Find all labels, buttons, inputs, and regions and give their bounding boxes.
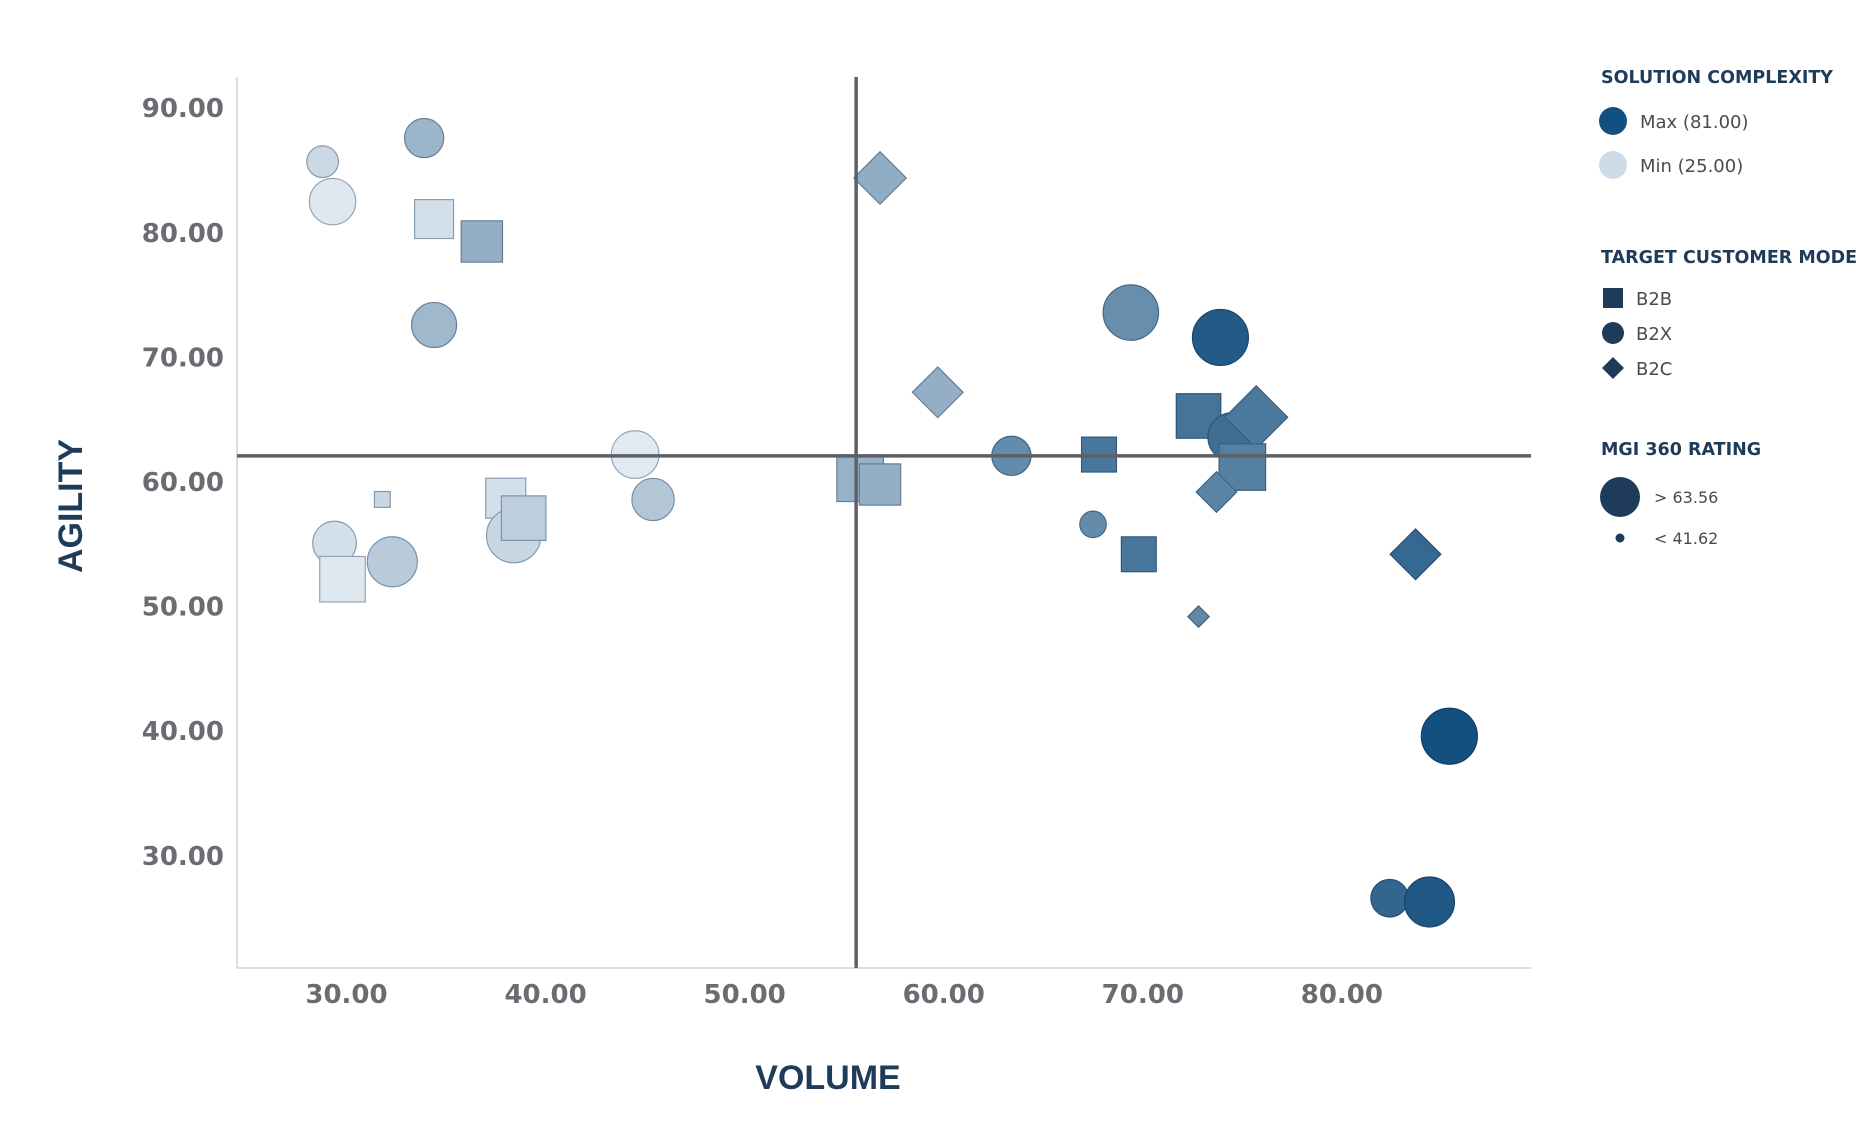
y-tick-label: 80.00 [142,219,224,249]
data-point-square [414,199,455,240]
data-point-square [858,463,902,506]
data-point-circle [410,301,458,349]
x-tick-label: 70.00 [1102,980,1184,1010]
data-point-circle [1102,284,1160,341]
y-tick-label: 40.00 [142,717,224,747]
legend-shape-b2b-label: B2B [1636,289,1672,310]
y-axis-ticks: 30.00 40.00 50.00 60.00 70.00 80.00 90.00 [142,94,224,872]
data-point-diamond [1195,470,1238,514]
x-tick-label: 60.00 [903,980,985,1010]
data-point-diamond [911,366,964,419]
legend-complexity-min-swatch [1599,151,1627,179]
data-point-circle [1420,707,1478,765]
data-point-square [319,555,366,603]
legend-shape-title: TARGET CUSTOMER MODEL [1601,248,1856,268]
legend: SOLUTION COMPLEXITY Max (81.00) Min (25.… [1599,68,1856,548]
data-point-circle [366,536,418,588]
y-tick-label: 60.00 [142,468,224,498]
data-point-circle [1370,878,1410,918]
data-point-circle [306,145,340,179]
data-point-diamond [852,150,908,206]
x-tick-label: 80.00 [1301,980,1383,1010]
x-axis-ticks: 30.00 40.00 50.00 60.00 70.00 80.00 [305,980,1383,1010]
legend-rating-min-swatch [1615,533,1625,543]
data-point-square [373,490,391,508]
legend-rating-max-label: > 63.56 [1654,488,1718,507]
x-axis-title: VOLUME [755,1059,900,1097]
data-point-circle [1403,876,1456,928]
data-markers [306,117,1478,928]
x-tick-label: 30.00 [305,980,387,1010]
data-point-square [1120,536,1157,573]
y-tick-label: 50.00 [142,593,224,623]
data-point-circle [631,477,675,522]
legend-complexity-max-label: Max (81.00) [1640,112,1749,133]
data-point-square [500,495,547,541]
legend-shape-b2c-label: B2C [1636,359,1672,380]
y-tick-label: 70.00 [142,343,224,373]
y-tick-label: 30.00 [142,842,224,872]
data-point-circle [403,117,445,159]
plot-area: 30.00 40.00 50.00 60.00 70.00 80.00 90.00 30.0… [142,77,1531,1010]
legend-shape-b2b-swatch [1603,288,1623,308]
y-axis-title: AGILITY [52,439,90,573]
legend-shape-b2c-swatch [1602,357,1624,379]
legend-complexity-max-swatch [1599,107,1627,135]
legend-shape-b2x-label: B2X [1636,324,1672,345]
x-tick-label: 40.00 [504,980,586,1010]
data-point-circle [1079,510,1107,539]
legend-complexity-title: SOLUTION COMPLEXITY [1601,68,1833,88]
data-point-circle [308,177,357,226]
data-point-square [460,220,504,263]
data-point-diamond [1389,528,1442,581]
legend-rating-min-label: < 41.62 [1654,529,1718,548]
y-tick-label: 90.00 [142,94,224,124]
legend-rating-title: MGI 360 RATING [1601,440,1761,460]
x-tick-label: 50.00 [704,980,786,1010]
legend-complexity-min-label: Min (25.00) [1640,156,1743,177]
data-point-circle [1191,308,1250,367]
legend-rating-max-swatch [1600,477,1640,517]
legend-shape-b2x-swatch [1602,322,1624,344]
data-point-diamond [1187,605,1211,629]
